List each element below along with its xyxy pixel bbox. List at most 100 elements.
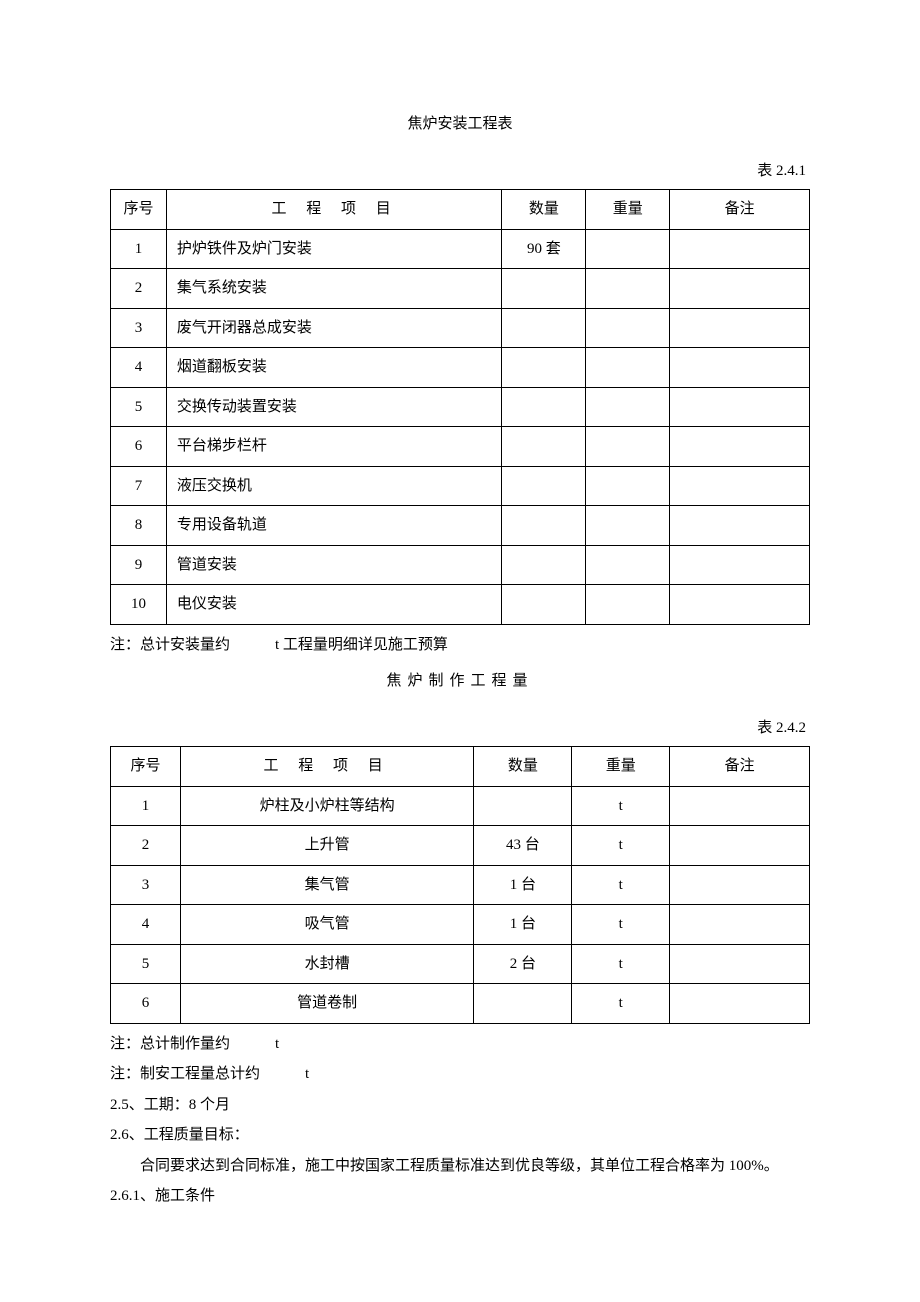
table-cell bbox=[670, 585, 810, 625]
table-cell: 集气系统安装 bbox=[166, 269, 502, 309]
table-cell: 水封槽 bbox=[180, 944, 474, 984]
table-cell bbox=[670, 466, 810, 506]
table-row: 4烟道翻板安装 bbox=[111, 348, 810, 388]
table-row: 2上升管43 台t bbox=[111, 826, 810, 866]
table2-footnote1: 注：总计制作量约 t bbox=[110, 1030, 810, 1059]
table-row: 5水封槽2 台t bbox=[111, 944, 810, 984]
table-cell: 8 bbox=[111, 506, 167, 546]
table1-col-note: 备注 bbox=[670, 190, 810, 230]
table-cell bbox=[586, 585, 670, 625]
table-cell: 1 bbox=[111, 229, 167, 269]
table-cell bbox=[502, 387, 586, 427]
table-cell bbox=[502, 308, 586, 348]
table-cell: 护炉铁件及炉门安装 bbox=[166, 229, 502, 269]
table-cell bbox=[670, 348, 810, 388]
table-cell: 10 bbox=[111, 585, 167, 625]
table1-col-seq: 序号 bbox=[111, 190, 167, 230]
table-row: 9管道安装 bbox=[111, 545, 810, 585]
table-cell: t bbox=[572, 905, 670, 945]
table-cell: 9 bbox=[111, 545, 167, 585]
table-cell bbox=[502, 427, 586, 467]
table-cell bbox=[474, 984, 572, 1024]
table-cell bbox=[670, 308, 810, 348]
table-row: 10电仪安装 bbox=[111, 585, 810, 625]
table-row: 2集气系统安装 bbox=[111, 269, 810, 309]
table-cell bbox=[670, 786, 810, 826]
table-cell bbox=[502, 545, 586, 585]
table1-footnote: 注：总计安装量约 t 工程量明细详见施工预算 bbox=[110, 631, 810, 660]
table1-header-row: 序号 工 程 项 目 数量 重量 备注 bbox=[111, 190, 810, 230]
table-cell bbox=[670, 545, 810, 585]
table-row: 1炉柱及小炉柱等结构 t bbox=[111, 786, 810, 826]
table-row: 3集气管1 台t bbox=[111, 865, 810, 905]
table1-title: 焦炉安装工程表 bbox=[110, 110, 810, 139]
table-cell: 专用设备轨道 bbox=[166, 506, 502, 546]
table-cell bbox=[670, 865, 810, 905]
table-cell: 炉柱及小炉柱等结构 bbox=[180, 786, 474, 826]
table-row: 6平台梯步栏杆 bbox=[111, 427, 810, 467]
table1-col-qty: 数量 bbox=[502, 190, 586, 230]
table-cell bbox=[586, 308, 670, 348]
table-cell: 2 台 bbox=[474, 944, 572, 984]
table-cell bbox=[586, 387, 670, 427]
table-cell: 1 bbox=[111, 786, 181, 826]
table2-title: 焦炉制作工程量 bbox=[110, 667, 810, 696]
table-cell bbox=[502, 466, 586, 506]
para-duration: 2.5、工期：8 个月 bbox=[110, 1091, 810, 1120]
table-cell bbox=[670, 944, 810, 984]
table-row: 7液压交换机 bbox=[111, 466, 810, 506]
table-cell: 4 bbox=[111, 348, 167, 388]
table-cell bbox=[586, 269, 670, 309]
table-cell bbox=[670, 984, 810, 1024]
table-row: 6管道卷制t bbox=[111, 984, 810, 1024]
table-cell: t bbox=[572, 865, 670, 905]
table-cell bbox=[586, 545, 670, 585]
table-cell: 上升管 bbox=[180, 826, 474, 866]
table-cell bbox=[586, 427, 670, 467]
table-cell bbox=[502, 269, 586, 309]
table-cell: t bbox=[572, 944, 670, 984]
table-row: 8专用设备轨道 bbox=[111, 506, 810, 546]
para-quality-title: 2.6、工程质量目标： bbox=[110, 1121, 810, 1150]
table-cell: 废气开闭器总成安装 bbox=[166, 308, 502, 348]
table-cell: 43 台 bbox=[474, 826, 572, 866]
table-cell bbox=[670, 269, 810, 309]
table-cell: 3 bbox=[111, 865, 181, 905]
table-cell bbox=[502, 506, 586, 546]
table-cell bbox=[586, 466, 670, 506]
table2-col-wt: 重量 bbox=[572, 747, 670, 787]
table-cell bbox=[670, 427, 810, 467]
table-cell: 集气管 bbox=[180, 865, 474, 905]
para-conditions: 2.6.1、施工条件 bbox=[110, 1182, 810, 1211]
table2-header-row: 序号 工 程 项 目 数量 重量 备注 bbox=[111, 747, 810, 787]
table2: 序号 工 程 项 目 数量 重量 备注 1炉柱及小炉柱等结构t2上升管43 台t… bbox=[110, 746, 810, 1024]
table-cell: 4 bbox=[111, 905, 181, 945]
table-cell bbox=[502, 348, 586, 388]
table-row: 3废气开闭器总成安装 bbox=[111, 308, 810, 348]
table-cell: 3 bbox=[111, 308, 167, 348]
table2-col-item: 工 程 项 目 bbox=[180, 747, 474, 787]
table-cell bbox=[474, 786, 572, 826]
table-cell: 90 套 bbox=[502, 229, 586, 269]
table-cell bbox=[670, 826, 810, 866]
table-cell: t bbox=[572, 826, 670, 866]
table-cell: 平台梯步栏杆 bbox=[166, 427, 502, 467]
table-cell bbox=[670, 387, 810, 427]
table-cell: 5 bbox=[111, 944, 181, 984]
table-row: 4吸气管1 台t bbox=[111, 905, 810, 945]
table-cell bbox=[586, 506, 670, 546]
para-quality-body: 合同要求达到合同标准，施工中按国家工程质量标准达到优良等级，其单位工程合格率为 … bbox=[110, 1152, 810, 1181]
table-cell bbox=[670, 905, 810, 945]
table-cell: 电仪安装 bbox=[166, 585, 502, 625]
table2-label: 表 2.4.2 bbox=[110, 714, 810, 743]
table-cell bbox=[586, 229, 670, 269]
table-cell: 烟道翻板安装 bbox=[166, 348, 502, 388]
table2-col-seq: 序号 bbox=[111, 747, 181, 787]
table-cell bbox=[586, 348, 670, 388]
table-cell: 管道卷制 bbox=[180, 984, 474, 1024]
table-cell bbox=[670, 229, 810, 269]
table1-col-wt: 重量 bbox=[586, 190, 670, 230]
table-cell: 5 bbox=[111, 387, 167, 427]
table-cell: t bbox=[572, 786, 670, 826]
table1: 序号 工 程 项 目 数量 重量 备注 1护炉铁件及炉门安装90 套2集气系统安… bbox=[110, 189, 810, 625]
